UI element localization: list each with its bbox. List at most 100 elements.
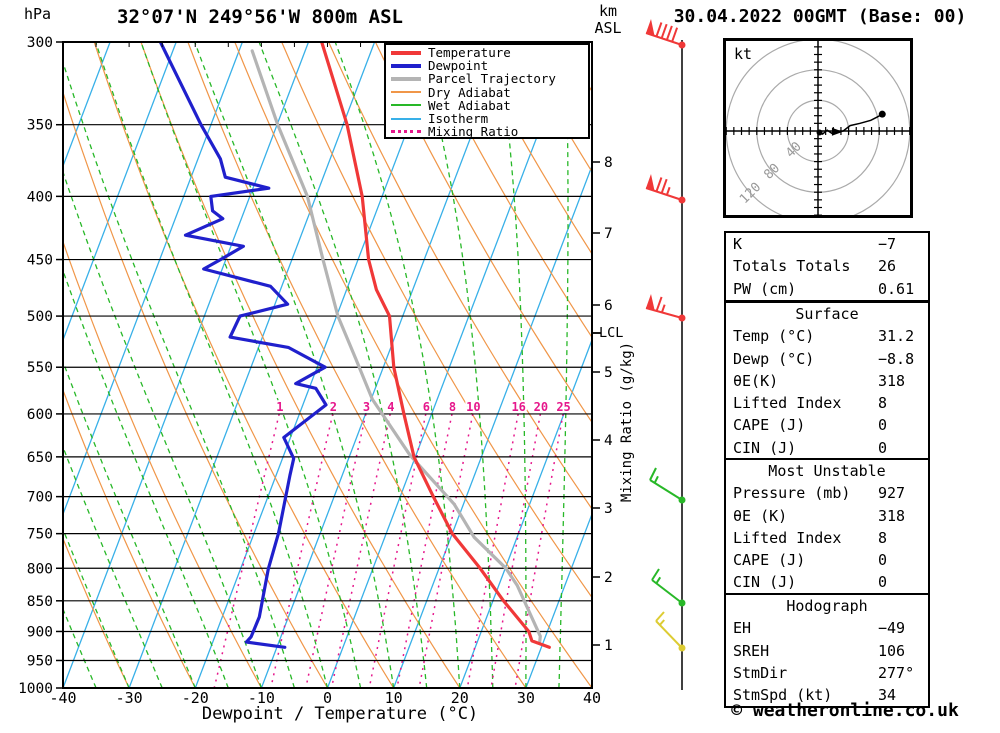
table-row-value: 927 (878, 484, 906, 503)
legend-label: Temperature (428, 45, 511, 61)
table-row: θE (K) 318 (726, 505, 928, 527)
temp-tick-label: 10 (385, 689, 403, 707)
wind-barb (645, 294, 686, 322)
storm-motion-arrow (831, 127, 843, 136)
pressure-tick-label: 900 (27, 624, 53, 640)
legend-line-sample (391, 104, 421, 107)
km-tick-label: 3 (604, 501, 613, 517)
temp-tick-label: -10 (248, 689, 275, 707)
table-row: CIN (J) 0 (726, 571, 928, 593)
stats-table-indices: K −7 Totals Totals 26 PW (cm) 0.61 (724, 231, 930, 302)
km-tick-label: 6 (604, 298, 613, 314)
wind-barb (645, 174, 686, 204)
table-row-label: Pressure (mb) (733, 484, 851, 503)
table-row-label: θE(K) (733, 371, 779, 390)
table-row: Totals Totals 26 (726, 255, 928, 277)
table-row: θE(K) 318 (726, 370, 928, 392)
temperature-curve (320, 42, 551, 649)
legend: Temperature Dewpoint Parcel Trajectory Dry … (384, 43, 590, 139)
km-tick-label: 5 (604, 365, 613, 381)
km-tick-label: 1 (604, 638, 613, 654)
legend-line-sample (391, 50, 421, 55)
table-row: SREH 106 (726, 640, 928, 662)
wind-barb (649, 467, 686, 504)
pressure-tick-label: 350 (27, 118, 53, 134)
legend-label: Parcel Trajectory (428, 71, 556, 87)
table-title: Hodograph (786, 597, 868, 615)
km-tick-label: 7 (604, 226, 613, 242)
table-row-value: 318 (878, 371, 906, 390)
table-row-value: 106 (878, 641, 906, 660)
table-row-label: CAPE (J) (733, 551, 806, 570)
pressure-tick-label: 800 (27, 561, 53, 577)
km-tick-label: 2 (604, 570, 613, 586)
table-row-label: CAPE (J) (733, 416, 806, 435)
table-row-value: −8.8 (878, 349, 915, 368)
table-row: CAPE (J) 0 (726, 414, 928, 436)
km-tick-label: 8 (604, 155, 613, 171)
pressure-tick-label: 850 (27, 594, 53, 610)
mixing-ratio-value-label: 10 (466, 400, 480, 414)
copyright: © weatheronline.co.uk (731, 700, 959, 721)
temp-tick-label: 0 (323, 689, 332, 707)
legend-line-sample (391, 117, 421, 120)
dewpoint-curve (158, 42, 328, 649)
legend-label: Mixing Ratio (428, 124, 519, 140)
table-row-label: Totals Totals (733, 257, 851, 276)
legend-item: Dry Adiabat (386, 86, 588, 99)
temp-tick-label: 30 (517, 689, 535, 707)
table-row: Lifted Index 8 (726, 392, 928, 414)
table-row: StmSpd (kt) 34 (726, 684, 928, 706)
table-row-value: 0 (878, 438, 888, 457)
table-row: StmDir 277° (726, 662, 928, 684)
legend-label: Wet Adiabat (428, 97, 511, 113)
legend-item: Isotherm (386, 112, 588, 125)
legend-item: Wet Adiabat (386, 99, 588, 112)
stats-table-most-unstable: Most Unstable Pressure (mb) 927 θE (K) 318 Li… (724, 458, 930, 596)
table-row-value: 0 (878, 416, 888, 435)
mixing-ratio-value-label: 2 (330, 400, 337, 414)
hodograph-unit-label: kt (734, 45, 752, 63)
legend-label: Dewpoint (428, 58, 489, 74)
table-row-label: StmDir (733, 663, 788, 682)
mixing-ratio-value-label: 4 (387, 400, 394, 414)
legend-line-sample (391, 63, 421, 68)
table-row-label: PW (cm) (733, 279, 797, 298)
table-row-value: 0 (878, 573, 888, 592)
temp-tick-label: -40 (49, 689, 76, 707)
pressure-tick-label: 550 (27, 360, 53, 376)
parcel-curve (250, 49, 542, 643)
table-row: Dewp (°C) −8.8 (726, 348, 928, 370)
wind-barb (645, 19, 686, 49)
pressure-tick-label: 1000 (18, 681, 53, 697)
legend-line-sample (391, 130, 421, 134)
altitude-axis-unit: km ASL (586, 3, 630, 37)
pressure-tick-label: 650 (27, 450, 53, 466)
table-row-value: 34 (878, 686, 897, 705)
run-date: 30.04.2022 00GMT (Base: 00) (673, 6, 967, 27)
mixing-ratio-value-label: 1 (276, 400, 283, 414)
pressure-tick-label: 300 (27, 35, 53, 51)
table-row-label: Dewp (°C) (733, 349, 815, 368)
table-row-value: 8 (878, 528, 888, 547)
table-row-value: 0.61 (878, 279, 915, 298)
mixing-ratio-axis-label: Mixing Ratio (g/kg) (619, 341, 635, 503)
pressure-tick-label: 400 (27, 189, 53, 205)
table-row: K −7 (726, 233, 928, 255)
table-row-label: EH (733, 619, 752, 638)
table-row-label: K (733, 235, 743, 253)
pressure-tick-label: 500 (27, 309, 53, 325)
table-row-label: Lifted Index (733, 394, 842, 413)
hodograph-panel: 40 80 120 kt (723, 38, 913, 218)
table-row-label: SREH (733, 641, 770, 660)
legend-item: Dewpoint (386, 59, 588, 72)
table-row-value: −7 (878, 235, 897, 253)
km-tick-label: 4 (604, 433, 613, 449)
legend-item: Temperature (386, 46, 588, 59)
table-row-value: 26 (878, 257, 897, 276)
legend-line-sample (391, 76, 421, 81)
mixing-ratio-value-label: 3 (363, 400, 370, 414)
